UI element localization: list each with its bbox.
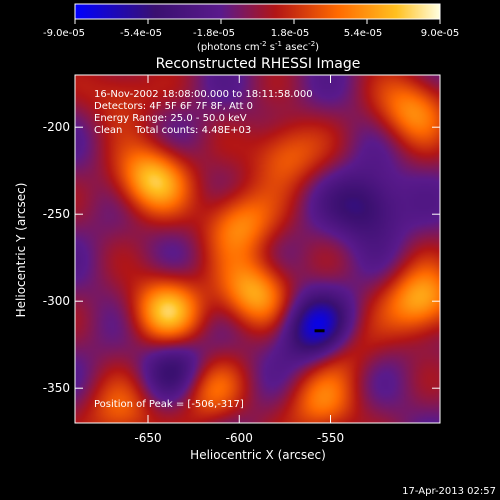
y-axis-ticks — [75, 126, 440, 389]
y-tick-label: -200 — [43, 120, 70, 134]
colorbar-tick-label: 9.0e-05 — [421, 28, 459, 39]
plot-frame — [74, 74, 441, 424]
colorbar-unit-label: (photons cm-2 s-1 asec-2) — [197, 40, 319, 53]
annotation-energy: Energy Range: 25.0 - 50.0 keV — [94, 113, 247, 124]
colorbar-tick-label: -9.0e-05 — [43, 28, 85, 39]
y-axis-label: Heliocentric Y (arcsec) — [14, 183, 28, 318]
x-axis-ticks — [147, 75, 331, 423]
x-tick-label: -600 — [226, 431, 253, 445]
colorbar — [74, 3, 441, 20]
footer-date: 17-Apr-2013 02:57 — [402, 486, 496, 497]
annotation-detectors: Detectors: 4F 5F 6F 7F 8F, Att 0 — [94, 101, 253, 112]
x-tick-label: -650 — [134, 431, 161, 445]
annotation-peak-position: Position of Peak = [-506,-317] — [94, 399, 244, 410]
colorbar-tick-label: 5.4e-05 — [344, 28, 382, 39]
y-tick-label: -300 — [43, 294, 70, 308]
peak-point — [314, 329, 325, 333]
colorbar-tick-label: -5.4e-05 — [120, 28, 162, 39]
heatmap-image — [75, 75, 440, 423]
annotation-clean: Clean Total counts: 4.48E+03 — [94, 125, 251, 136]
colorbar-tick-label: 1.8e-05 — [271, 28, 309, 39]
colorbar-ticks — [74, 19, 441, 24]
peak-marker — [314, 329, 325, 333]
x-axis-label: Heliocentric X (arcsec) — [190, 448, 326, 462]
y-tick-label: -350 — [43, 381, 70, 395]
x-tick-label: -550 — [317, 431, 344, 445]
colorbar-tick-label: -1.8e-05 — [193, 28, 235, 39]
chart-title: Reconstructed RHESSI Image — [156, 56, 361, 72]
image-area — [75, 75, 440, 423]
y-tick-label: -250 — [43, 207, 70, 221]
annotation-time-range: 16-Nov-2002 18:08:00.000 to 18:11:58.000 — [94, 89, 313, 100]
